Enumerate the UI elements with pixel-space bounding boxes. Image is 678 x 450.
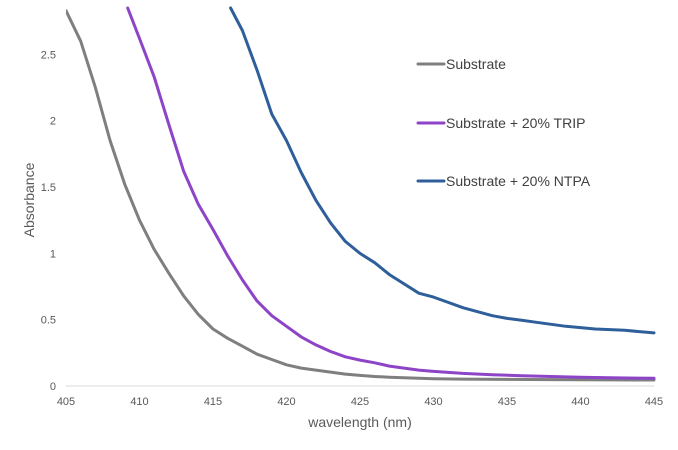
series-lines: [66, 6, 656, 382]
x-tick-label: 420: [277, 396, 295, 408]
x-tick-label: 445: [645, 396, 663, 408]
series-line-2: [126, 6, 656, 380]
y-tick-label: 1: [50, 248, 56, 260]
y-tick-label: 1.5: [41, 182, 56, 194]
x-tick-label: 410: [130, 396, 148, 408]
x-tick-label: 440: [571, 396, 589, 408]
y-axis-ticks: 0 0.5 1 1.5 2 2.5: [41, 49, 56, 393]
y-tick-label: 0: [50, 381, 56, 393]
series-line-1: [66, 9, 656, 382]
y-tick-label: 2.5: [41, 49, 56, 61]
x-tick-label: 405: [57, 396, 75, 408]
x-axis-title: wavelength (nm): [307, 414, 412, 430]
legend-label-1: Substrate: [446, 56, 506, 72]
x-axis-ticks: 405 410 415 420 425 430 435 440 445: [57, 396, 663, 408]
y-tick-label: 0.5: [41, 315, 56, 327]
x-tick-label: 430: [424, 396, 442, 408]
y-axis-title: Absorbance: [21, 162, 37, 237]
x-tick-label: 425: [351, 396, 369, 408]
legend-label-3: Substrate + 20% NTPA: [446, 173, 591, 189]
y-tick-label: 2: [50, 116, 56, 128]
x-tick-label: 435: [498, 396, 516, 408]
legend-label-2: Substrate + 20% TRIP: [446, 115, 585, 131]
legend: Substrate Substrate + 20% TRIP Substrate +…: [416, 56, 591, 189]
x-tick-label: 415: [204, 396, 222, 408]
series-line-3: [229, 6, 656, 335]
